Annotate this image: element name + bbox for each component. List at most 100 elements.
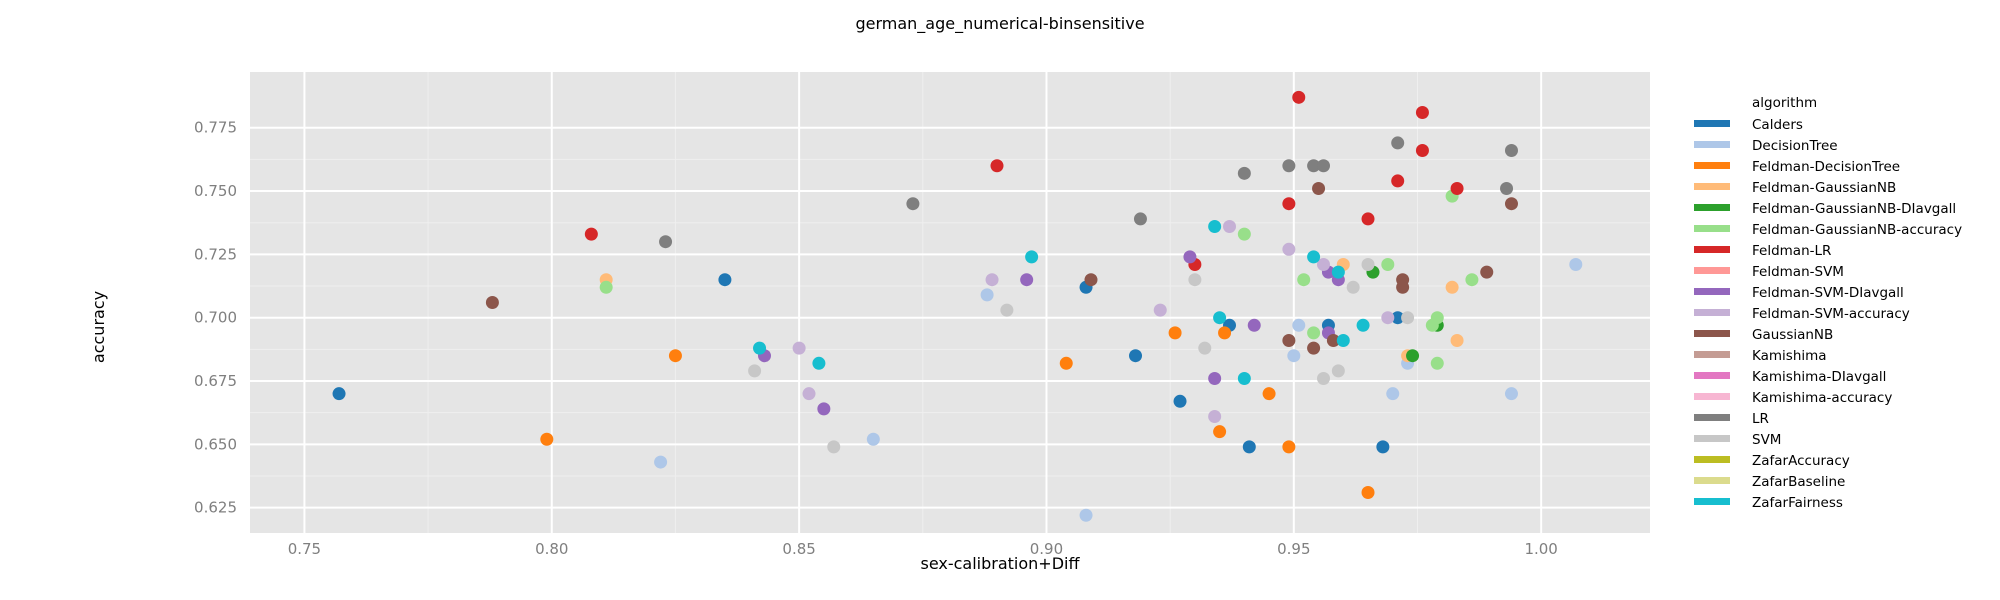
data-point [802,387,816,401]
data-point [659,235,673,249]
data-point [1307,326,1321,340]
data-point [1450,182,1464,196]
data-point [1297,273,1311,287]
data-point [1331,265,1345,279]
data-point [1504,387,1518,401]
data-point [654,455,668,469]
legend-swatch [1694,141,1730,148]
data-point [1237,371,1251,385]
data-point [1450,333,1464,347]
y-tick-label: 0.675 [194,372,237,390]
x-tick-label: 0.80 [535,540,568,558]
data-point [748,364,762,378]
data-point [985,273,999,287]
data-point [1198,341,1212,355]
data-point [980,288,994,302]
data-point [599,280,613,294]
plot-area [250,72,1650,533]
legend-entry: ZafarAccuracy [1752,453,1850,469]
data-point [1381,311,1395,325]
data-points [332,90,1583,522]
legend-swatch [1694,183,1730,190]
legend-swatch [1694,435,1730,442]
data-point [1218,326,1232,340]
legend-swatch [1694,477,1730,484]
legend-entry: GaussianNB [1752,327,1833,343]
y-tick-label: 0.775 [194,119,237,137]
data-point [1316,159,1330,173]
legend: algorithm Calders DecisionTree Feldman-Dec… [1694,95,1962,511]
data-point [1262,387,1276,401]
data-point [812,356,826,370]
data-point [1361,258,1375,272]
x-tick-label: 0.75 [288,540,321,558]
legend-entry: Kamishima-DIavgall [1752,369,1886,385]
x-tick-label: 1.00 [1524,540,1557,558]
data-point [1396,280,1410,294]
data-point [990,159,1004,173]
data-point [1406,349,1420,363]
data-point [1000,303,1014,317]
x-axis-ticks: 0.75 0.80 0.85 0.90 0.95 1.00 [288,540,1558,558]
data-point [1282,333,1296,347]
data-point [817,402,831,416]
legend-entry: Feldman-SVM [1752,264,1844,280]
legend-swatch [1694,225,1730,232]
data-point [1415,144,1429,158]
data-point [668,349,682,363]
data-point [718,273,732,287]
data-point [1356,318,1370,332]
legend-swatch [1694,393,1730,400]
legend-entry: Feldman-SVM-DIavgall [1752,285,1904,301]
data-point [1307,250,1321,264]
data-point [1430,311,1444,325]
legend-swatch [1694,162,1730,169]
data-point [1504,197,1518,211]
data-point [1292,318,1306,332]
data-point [1223,220,1237,234]
data-point [584,227,598,241]
data-point [1208,409,1222,423]
data-point [1401,311,1415,325]
data-point [1391,311,1405,325]
y-tick-label: 0.650 [194,435,237,453]
data-point [1133,212,1147,226]
legend-swatch [1694,204,1730,211]
legend-swatch [1694,456,1730,463]
legend-entry: DecisionTree [1752,138,1838,154]
data-point [1129,349,1143,363]
data-point [1307,341,1321,355]
data-point [1445,280,1459,294]
data-point [1287,349,1301,363]
data-point [906,197,920,211]
data-point [1415,106,1429,120]
data-point [1381,258,1395,272]
data-point [1282,159,1296,173]
data-point [540,432,554,446]
data-point [1153,303,1167,317]
y-tick-label: 0.625 [194,499,237,517]
legend-entry: Feldman-LR [1752,243,1831,259]
data-point [1346,280,1360,294]
x-tick-label: 0.90 [1030,540,1063,558]
legend-swatch [1694,288,1730,295]
legend-swatch [1694,309,1730,316]
data-point [1213,311,1227,325]
legend-entry: Feldman-GaussianNB-DIavgall [1752,201,1956,217]
data-point [1331,364,1345,378]
y-axis-label: accuracy [89,291,108,363]
data-point [1183,250,1197,264]
data-point [1208,371,1222,385]
data-point [792,341,806,355]
data-point [1282,440,1296,454]
data-point [1237,227,1251,241]
chart-title: german_age_numerical-binsensitive [855,14,1144,34]
data-point [1391,174,1405,188]
legend-entry: SVM [1752,432,1781,448]
data-point [1079,508,1093,522]
legend-entry: Kamishima-accuracy [1752,390,1892,406]
x-tick-label: 0.85 [782,540,815,558]
data-point [827,440,841,454]
legend-entry: Feldman-SVM-accuracy [1752,306,1910,322]
data-point [1213,425,1227,439]
